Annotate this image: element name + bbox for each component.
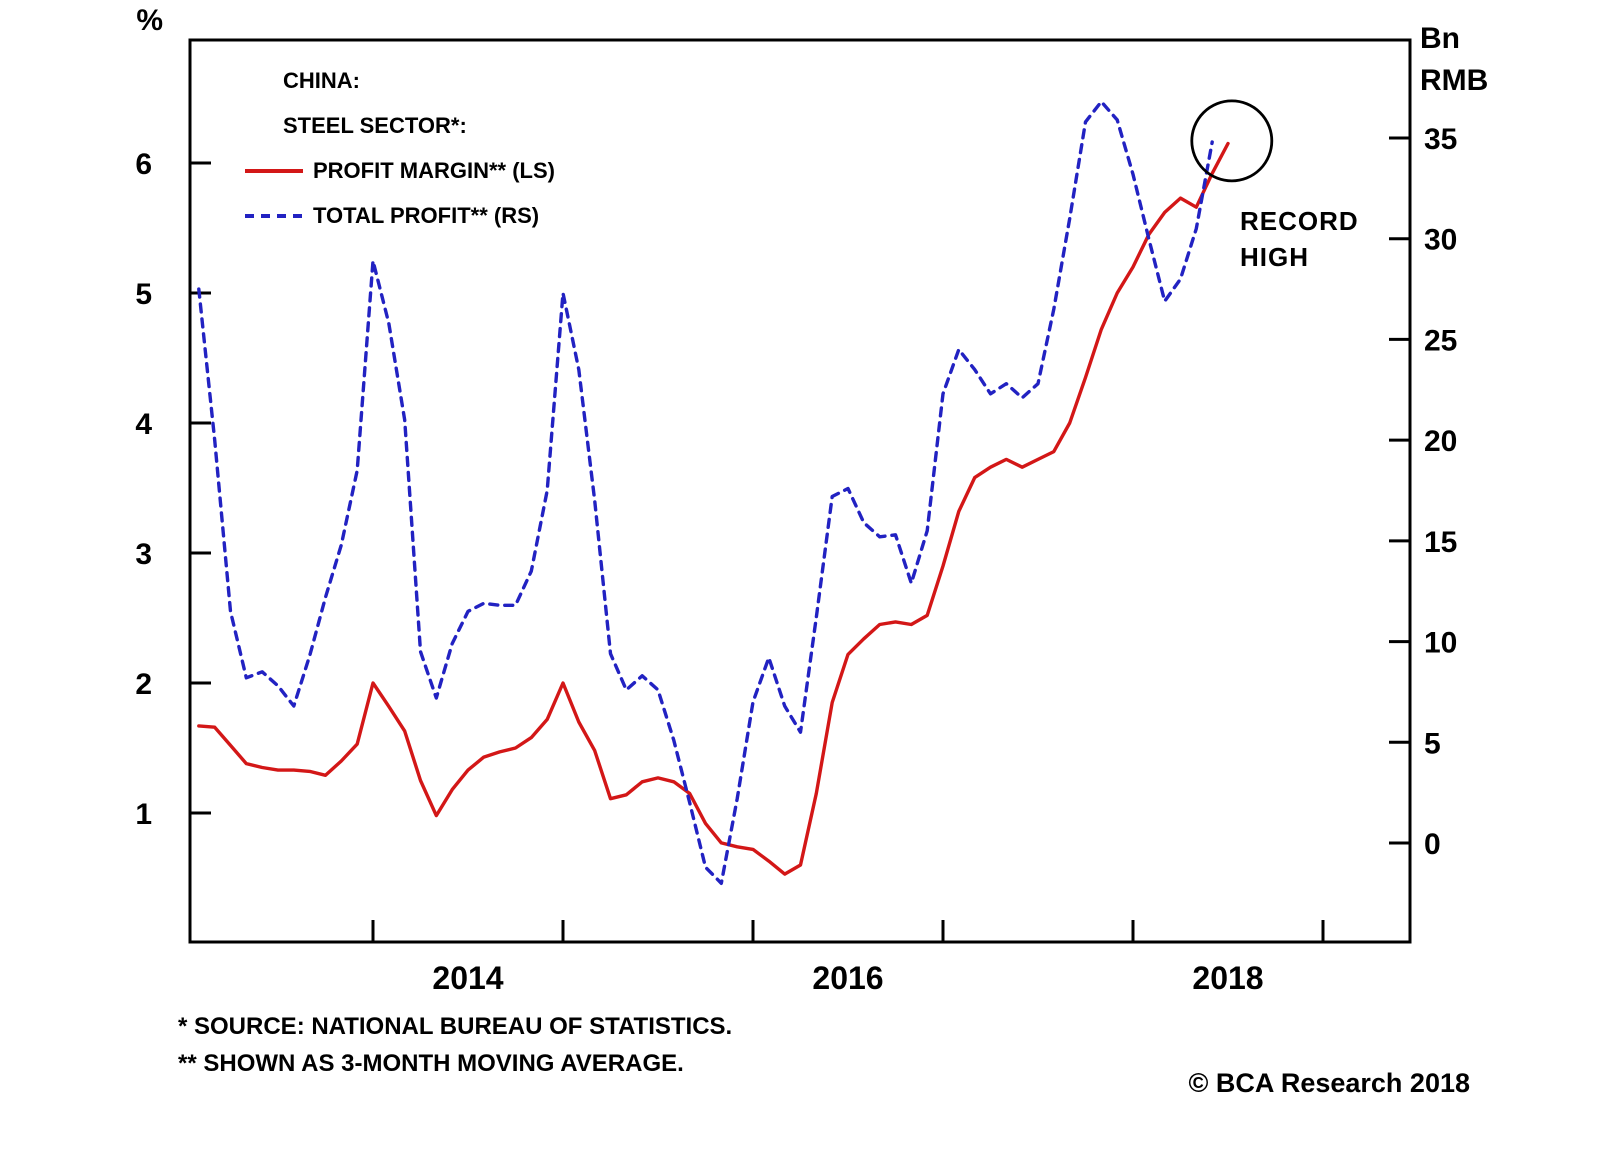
svg-text:5: 5 <box>1424 727 1441 760</box>
svg-text:30: 30 <box>1424 224 1457 257</box>
record-high-line1: RECORD <box>1240 206 1359 236</box>
svg-text:6: 6 <box>135 148 152 181</box>
svg-text:10: 10 <box>1424 627 1457 660</box>
right-axis-unit-line2: RMB <box>1420 64 1489 97</box>
svg-text:20: 20 <box>1424 425 1457 458</box>
chart-title-text: CHINA: <box>283 67 360 93</box>
svg-text:25: 25 <box>1424 324 1457 357</box>
legend-item-total-profit: TOTAL PROFIT** (RS) <box>245 193 555 238</box>
legend-item-label: PROFIT MARGIN** (LS) <box>313 157 555 183</box>
svg-text:2: 2 <box>135 668 152 701</box>
svg-text:2018: 2018 <box>1192 960 1263 996</box>
legend-item-label: TOTAL PROFIT** (RS) <box>313 202 540 228</box>
right-axis-unit-line1: Bn <box>1420 22 1460 55</box>
chart-title-line: CHINA: <box>245 58 555 103</box>
footnotes: * SOURCE: NATIONAL BUREAU OF STATISTICS.… <box>178 1008 732 1082</box>
left-axis-unit-label: % <box>136 4 163 37</box>
svg-text:5: 5 <box>135 278 152 311</box>
chart-title-line: STEEL SECTOR*: <box>245 103 555 148</box>
blue-dashed-line-swatch <box>245 213 303 218</box>
legend-item-profit-margin: PROFIT MARGIN** (LS) <box>245 148 555 193</box>
record-high-annotation: RECORD HIGH <box>1240 203 1359 275</box>
chart-title-text: STEEL SECTOR*: <box>283 112 467 138</box>
copyright-notice: © BCA Research 2018 <box>1188 1068 1470 1098</box>
svg-text:2014: 2014 <box>432 960 503 996</box>
svg-text:4: 4 <box>135 408 152 441</box>
svg-text:1: 1 <box>135 798 152 831</box>
record-high-line2: HIGH <box>1240 242 1309 272</box>
legend: CHINA: STEEL SECTOR*: PROFIT MARGIN** (L… <box>245 58 555 238</box>
footnote-moving-average: ** SHOWN AS 3-MONTH MOVING AVERAGE. <box>178 1050 684 1077</box>
svg-text:2016: 2016 <box>812 960 883 996</box>
svg-text:3: 3 <box>135 538 152 571</box>
footnote-source: * SOURCE: NATIONAL BUREAU OF STATISTICS. <box>178 1013 733 1040</box>
svg-text:35: 35 <box>1424 123 1457 156</box>
svg-text:0: 0 <box>1424 828 1441 861</box>
red-solid-line-swatch <box>245 168 303 173</box>
svg-text:15: 15 <box>1424 526 1457 559</box>
record-high-circle <box>1190 99 1274 183</box>
right-axis-unit-label: Bn RMB <box>1420 18 1488 102</box>
